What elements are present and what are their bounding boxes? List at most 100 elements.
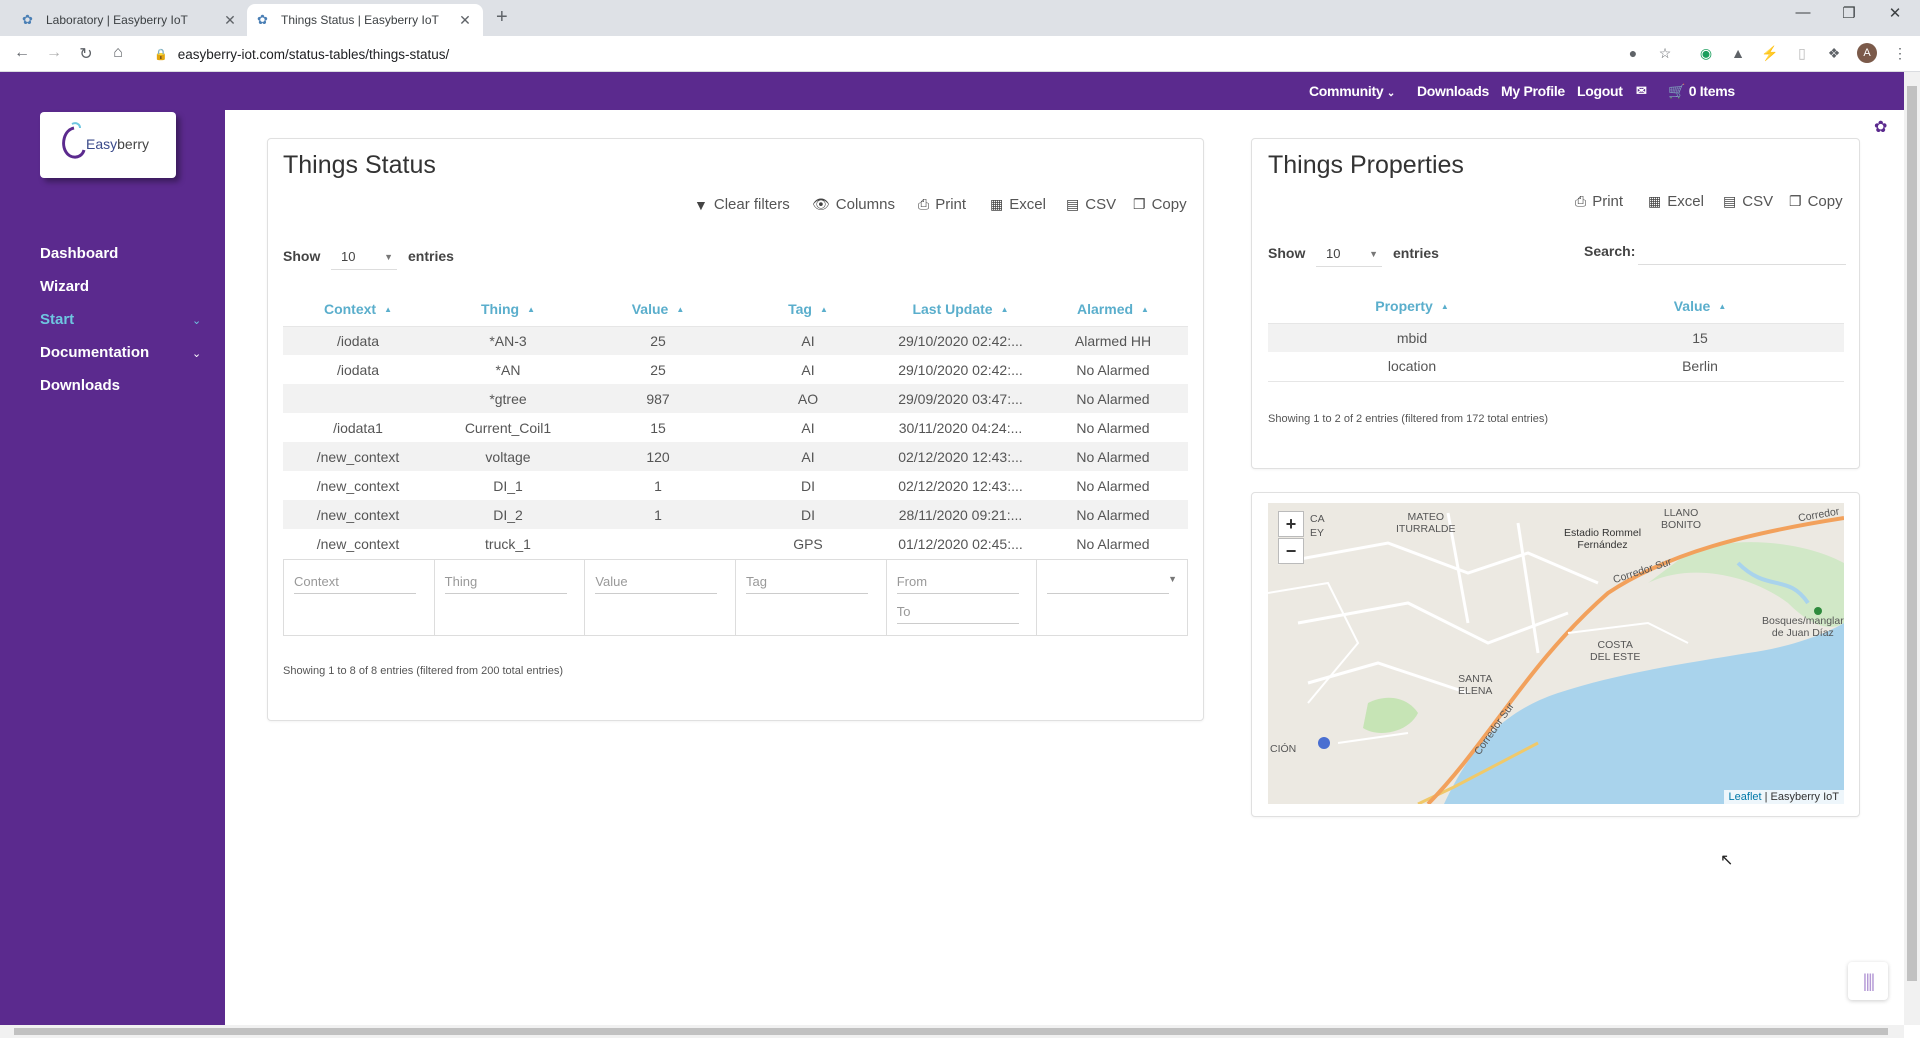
show-label: Show bbox=[283, 248, 321, 264]
table-row[interactable]: *gtree 987 AO 29/09/2020 03:47:... No Alarme… bbox=[283, 384, 1188, 413]
reload-icon[interactable]: ↻ bbox=[79, 46, 93, 63]
horizontal-scrollbar[interactable] bbox=[0, 1025, 1904, 1038]
sidebar-item-downloads[interactable]: Downloads bbox=[40, 377, 121, 394]
columns-button[interactable]: 👁 Columns bbox=[812, 196, 895, 213]
cell-last-update: 29/10/2020 02:42:... bbox=[898, 361, 1023, 378]
address-bar[interactable]: 🔒 easyberry-iot.com/status-tables/things… bbox=[140, 41, 1670, 67]
csv-button[interactable]: ▤ CSV bbox=[1066, 196, 1116, 213]
cell-context: /iodata1 bbox=[333, 419, 383, 436]
entries-label: entries bbox=[408, 248, 454, 264]
properties-csv-button[interactable]: ▤ CSV bbox=[1723, 193, 1773, 210]
properties-excel-button[interactable]: ▦ Excel bbox=[1648, 193, 1704, 210]
easyberry-favicon-icon: ✿ bbox=[22, 12, 33, 27]
clear-filters-button[interactable]: ▼ Clear filters bbox=[694, 196, 790, 213]
easyberry-logo[interactable]: Easyberry bbox=[40, 112, 176, 178]
column-header-property[interactable]: Property ▲ bbox=[1268, 289, 1556, 324]
community-label: Community bbox=[1309, 83, 1384, 99]
close-window-button[interactable]: ✕ bbox=[1888, 5, 1902, 22]
close-tab-icon[interactable]: ✕ bbox=[459, 11, 471, 28]
properties-page-size-select[interactable]: 10 ▼ bbox=[1316, 241, 1382, 267]
column-header-last-update[interactable]: Last Update ▲ bbox=[883, 292, 1038, 327]
context-filter-input[interactable]: Context bbox=[294, 570, 416, 594]
table-row[interactable]: mbid 15 bbox=[1268, 323, 1844, 352]
profile-avatar[interactable]: A bbox=[1857, 43, 1877, 63]
sidebar-item-documentation[interactable]: Documentation bbox=[40, 344, 150, 361]
table-row[interactable]: location Berlin bbox=[1268, 352, 1844, 381]
scrollbar-thumb[interactable] bbox=[1907, 86, 1917, 981]
browser-tab-laboratory[interactable]: ✿ Laboratory | Easyberry IoT ✕ bbox=[12, 4, 248, 36]
chevron-down-icon[interactable]: ⌄ bbox=[192, 348, 202, 360]
downloads-link[interactable]: Downloads bbox=[1417, 83, 1489, 99]
scrollbar-thumb[interactable] bbox=[14, 1028, 1888, 1035]
tablet-extension-icon[interactable]: ▯ bbox=[1798, 45, 1806, 61]
column-header-context[interactable]: Context ▲ bbox=[283, 292, 433, 327]
browser-tab-things-status[interactable]: ✿ Things Status | Easyberry IoT ✕ bbox=[247, 4, 483, 36]
to-date-filter-input[interactable]: To bbox=[896, 600, 1019, 624]
minimize-window-button[interactable]: — bbox=[1795, 4, 1811, 21]
cart-link[interactable]: 🛒 0 Items bbox=[1668, 83, 1735, 100]
chevron-down-icon[interactable]: ⌄ bbox=[192, 315, 202, 327]
my-profile-link[interactable]: My Profile bbox=[1501, 83, 1565, 99]
alarmed-filter-select[interactable] bbox=[1047, 570, 1170, 594]
properties-print-button[interactable]: ⎙ Print bbox=[1575, 193, 1623, 210]
table-row[interactable]: /new_context truck_1 GPS 01/12/2020 02:45:.… bbox=[283, 529, 1188, 558]
copy-button[interactable]: ❐ Copy bbox=[1133, 196, 1187, 213]
mail-icon[interactable]: ✉ bbox=[1636, 83, 1647, 98]
cell-value: 15 bbox=[650, 419, 666, 436]
community-menu[interactable]: Community ⌄ bbox=[1309, 83, 1395, 99]
properties-copy-button[interactable]: ❐ Copy bbox=[1789, 193, 1843, 210]
leaflet-link[interactable]: Leaflet bbox=[1728, 791, 1762, 803]
lightning-extension-icon[interactable]: ⚡ bbox=[1761, 45, 1779, 61]
excel-button[interactable]: ▦ Excel bbox=[990, 196, 1046, 213]
column-header-value[interactable]: Value ▲ bbox=[1556, 289, 1844, 324]
help-swirl-icon[interactable]: ✿ bbox=[1874, 119, 1888, 136]
column-header-tag[interactable]: Tag ▲ bbox=[733, 292, 883, 327]
column-header-alarmed[interactable]: Alarmed ▲ bbox=[1038, 292, 1188, 327]
tag-filter-input[interactable]: Tag bbox=[746, 570, 869, 594]
cell-tag: AO bbox=[733, 384, 883, 413]
home-icon[interactable]: ⌂ bbox=[113, 44, 123, 61]
bookmark-star-icon[interactable]: ☆ bbox=[1658, 45, 1672, 61]
search-input[interactable] bbox=[1638, 241, 1846, 265]
table-row[interactable]: /new_context DI_2 1 DI 28/11/2020 09:21:... N… bbox=[283, 500, 1188, 529]
extension-icon[interactable]: ▲ bbox=[1731, 45, 1745, 61]
new-tab-button[interactable]: + bbox=[496, 6, 508, 28]
restore-window-button[interactable]: ❐ bbox=[1842, 5, 1856, 22]
table-row[interactable]: /iodata1 Current_Coil1 15 AI 30/11/2020 04:2… bbox=[283, 413, 1188, 442]
cell-context: /new_context bbox=[316, 535, 400, 552]
cell-property: mbid bbox=[1268, 323, 1556, 352]
sort-arrow-icon: ▲ bbox=[676, 304, 685, 314]
cell-value: 1 bbox=[583, 500, 733, 529]
logout-link[interactable]: Logout bbox=[1577, 83, 1623, 99]
column-header-thing[interactable]: Thing ▲ bbox=[433, 292, 583, 327]
back-arrow-icon[interactable]: ← bbox=[14, 44, 30, 61]
sidebar-item-wizard[interactable]: Wizard bbox=[40, 278, 90, 295]
table-row[interactable]: /new_context DI_1 1 DI 02/12/2020 12:43:... N… bbox=[283, 471, 1188, 500]
zoom-in-button[interactable]: + bbox=[1278, 511, 1304, 537]
table-row[interactable]: /iodata *AN 25 AI 29/10/2020 02:42:... No Ala… bbox=[283, 355, 1188, 384]
location-pin-icon[interactable]: ● bbox=[1628, 45, 1638, 61]
sidebar-item-start[interactable]: Start bbox=[40, 311, 75, 328]
location-map[interactable]: + − CA EY MATEO ITURRALDE LLANO BONITO E… bbox=[1268, 503, 1844, 804]
column-header-value[interactable]: Value ▲ bbox=[583, 292, 733, 327]
caret-down-icon: ▼ bbox=[384, 252, 393, 262]
puzzle-extensions-icon[interactable]: ❖ bbox=[1827, 45, 1841, 61]
print-button[interactable]: ⎙ Print bbox=[918, 196, 966, 213]
page-size-select[interactable]: 10 ▼ bbox=[331, 244, 397, 270]
chat-widget-icon[interactable]: |||| bbox=[1848, 962, 1888, 1000]
attribution-text: | Easyberry IoT bbox=[1761, 791, 1839, 803]
table-row[interactable]: /iodata *AN-3 25 AI 29/10/2020 02:42:... Alar… bbox=[283, 326, 1188, 355]
vertical-scrollbar[interactable] bbox=[1904, 72, 1920, 1025]
cell-last-update: 30/11/2020 04:24:... bbox=[898, 419, 1023, 436]
browser-menu-icon[interactable]: ⋮ bbox=[1893, 45, 1907, 61]
grammarly-extension-icon[interactable]: ◉ bbox=[1699, 45, 1713, 61]
value-filter-input[interactable]: Value bbox=[595, 570, 718, 594]
thing-filter-input[interactable]: Thing bbox=[444, 570, 567, 594]
close-tab-icon[interactable]: ✕ bbox=[224, 11, 236, 28]
forward-arrow-icon[interactable]: → bbox=[46, 44, 62, 61]
cell-value bbox=[583, 529, 733, 558]
sidebar-item-dashboard[interactable]: Dashboard bbox=[40, 245, 119, 262]
zoom-out-button[interactable]: − bbox=[1278, 538, 1304, 564]
table-row[interactable]: /new_context voltage 120 AI 02/12/2020 12:43… bbox=[283, 442, 1188, 471]
from-date-filter-input[interactable]: From bbox=[896, 570, 1019, 594]
